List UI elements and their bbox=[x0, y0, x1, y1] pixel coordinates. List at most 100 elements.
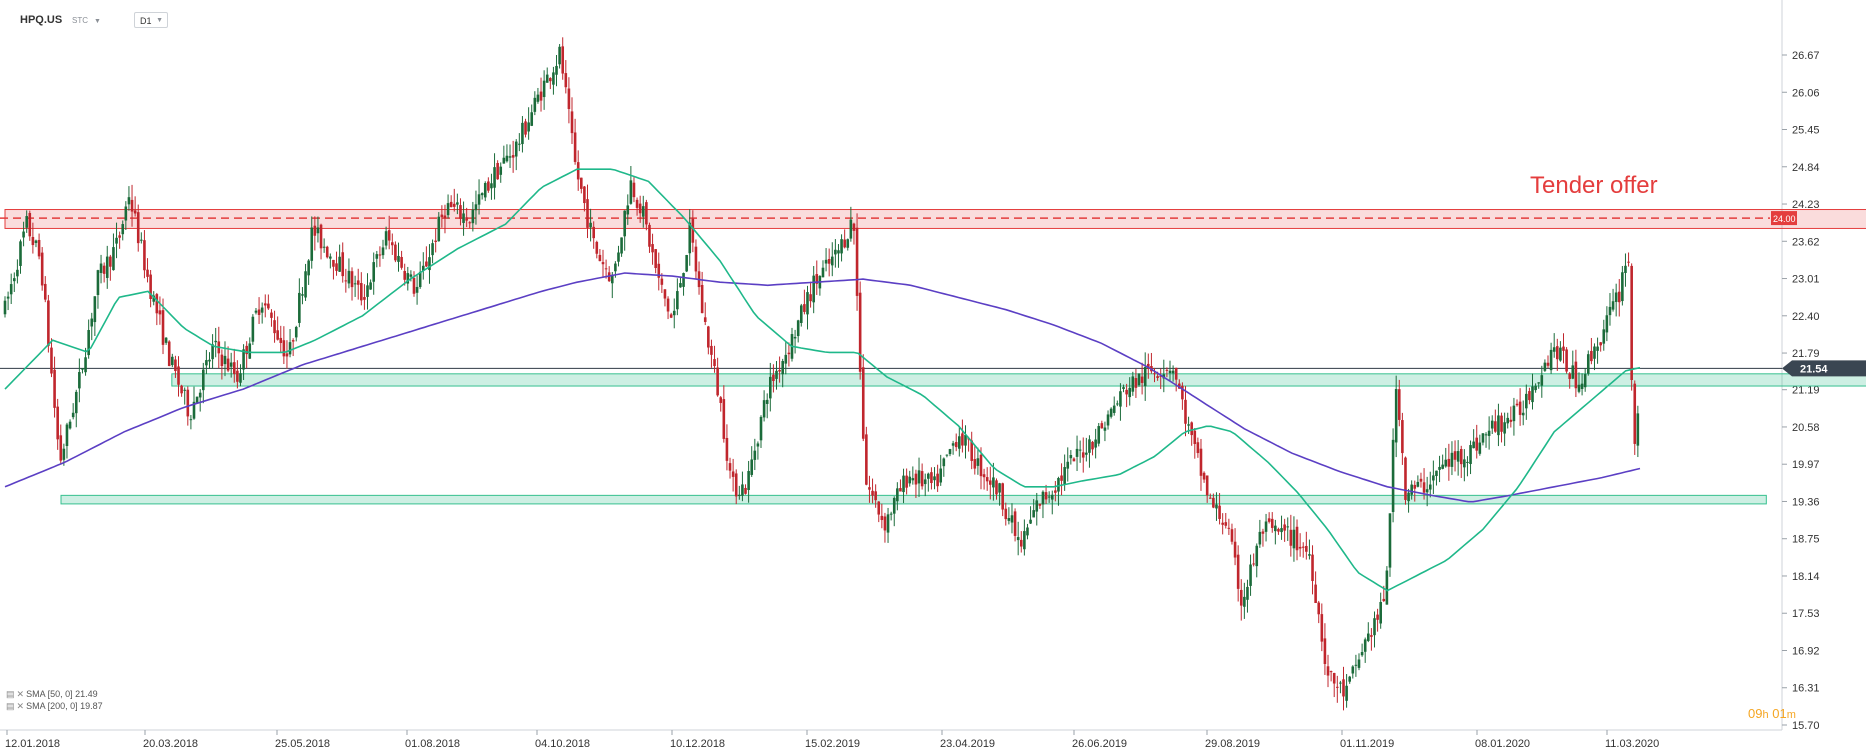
instrument-subtype-select[interactable]: STC ▼ bbox=[72, 16, 101, 25]
candle-body bbox=[1038, 503, 1042, 506]
candle bbox=[759, 415, 763, 448]
candle bbox=[387, 215, 391, 250]
candle-body bbox=[1032, 510, 1035, 518]
candle-body bbox=[694, 246, 698, 272]
candle bbox=[124, 201, 128, 230]
candle bbox=[12, 272, 16, 292]
settings-icon[interactable]: ▤ bbox=[6, 701, 15, 711]
candle-body bbox=[1016, 537, 1020, 541]
candle bbox=[37, 233, 41, 260]
candle bbox=[267, 294, 270, 310]
candle-body bbox=[899, 488, 902, 492]
time-tick-label: 01.08.2018 bbox=[405, 738, 460, 750]
candle bbox=[700, 271, 704, 314]
candle-body bbox=[1137, 373, 1141, 386]
candle bbox=[1181, 382, 1184, 410]
candle bbox=[198, 389, 202, 412]
candle bbox=[1565, 347, 1568, 374]
candle bbox=[9, 273, 13, 305]
candle-body bbox=[1605, 315, 1609, 333]
settings-icon[interactable]: ▤ bbox=[6, 689, 15, 699]
candle bbox=[490, 173, 493, 200]
candle-body bbox=[614, 263, 617, 272]
candle bbox=[1438, 455, 1441, 483]
candle bbox=[1196, 437, 1200, 458]
candle-body bbox=[713, 359, 716, 367]
candle bbox=[1026, 523, 1029, 540]
candle bbox=[397, 242, 400, 272]
candle bbox=[59, 424, 63, 465]
candle-body bbox=[1088, 439, 1091, 453]
candle bbox=[728, 457, 732, 479]
candle-body bbox=[1261, 531, 1265, 534]
candle-body bbox=[1208, 497, 1212, 499]
candle-body bbox=[1590, 350, 1593, 362]
candle-body bbox=[1608, 306, 1612, 316]
candle-body bbox=[772, 374, 775, 381]
candle bbox=[521, 116, 524, 153]
candle-body bbox=[390, 242, 394, 246]
candle bbox=[276, 316, 279, 341]
candle-body bbox=[923, 479, 927, 485]
candle bbox=[998, 482, 1001, 506]
candle-body bbox=[1224, 522, 1228, 526]
candle-body bbox=[1063, 467, 1066, 485]
candle-body bbox=[623, 210, 626, 237]
candle bbox=[90, 312, 94, 341]
candle bbox=[1521, 400, 1525, 426]
close-icon[interactable]: ✕ bbox=[16, 701, 25, 711]
candle-body bbox=[1453, 451, 1457, 460]
candle-body bbox=[1280, 528, 1283, 533]
candle-body bbox=[976, 458, 980, 466]
candle bbox=[1475, 424, 1479, 459]
candle bbox=[434, 228, 437, 253]
close-icon[interactable]: ✕ bbox=[16, 689, 25, 699]
candle-body bbox=[1432, 475, 1435, 481]
candle bbox=[71, 403, 75, 420]
price-tick-label: 21.19 bbox=[1792, 385, 1820, 397]
candle bbox=[1274, 519, 1277, 545]
candle bbox=[1298, 533, 1302, 557]
candle-body bbox=[1357, 659, 1361, 668]
candle bbox=[366, 273, 369, 310]
candle-body bbox=[1397, 389, 1401, 420]
candle-body bbox=[700, 284, 704, 314]
candle-body bbox=[995, 480, 998, 495]
countdown-hours: 09 bbox=[1748, 706, 1763, 721]
candle bbox=[623, 210, 626, 251]
candle bbox=[1184, 386, 1187, 437]
candle-body bbox=[514, 141, 518, 157]
price-tick-label: 22.40 bbox=[1792, 311, 1820, 323]
candle bbox=[787, 342, 791, 367]
candle bbox=[1596, 337, 1599, 364]
candle-body bbox=[443, 215, 447, 219]
candle-body bbox=[1255, 545, 1259, 567]
candle bbox=[883, 512, 887, 543]
candle bbox=[769, 362, 772, 412]
candle bbox=[1617, 279, 1621, 317]
candle bbox=[322, 238, 326, 253]
candle-body bbox=[1562, 346, 1565, 351]
timeframe-select[interactable]: D1 ▼ bbox=[134, 12, 168, 28]
candle-body bbox=[1503, 422, 1506, 434]
candle bbox=[1041, 490, 1045, 519]
candle bbox=[1472, 429, 1475, 449]
countdown-hours-unit: h bbox=[1762, 709, 1769, 721]
countdown-minutes: 01 bbox=[1772, 706, 1787, 721]
candle-body bbox=[1602, 329, 1606, 344]
time-tick-label: 23.04.2019 bbox=[940, 738, 995, 750]
candle-body bbox=[1636, 413, 1640, 446]
candle bbox=[567, 77, 571, 124]
candle-body bbox=[1494, 421, 1497, 432]
candle-body bbox=[115, 237, 118, 244]
candle-body bbox=[676, 291, 679, 310]
candle-body bbox=[530, 112, 534, 126]
candle-body bbox=[1029, 519, 1032, 524]
candle bbox=[81, 368, 84, 374]
candle bbox=[369, 279, 372, 290]
sma50-line bbox=[4, 168, 1641, 592]
candle-body bbox=[1521, 412, 1525, 416]
candle bbox=[679, 277, 682, 288]
candle bbox=[827, 248, 831, 277]
